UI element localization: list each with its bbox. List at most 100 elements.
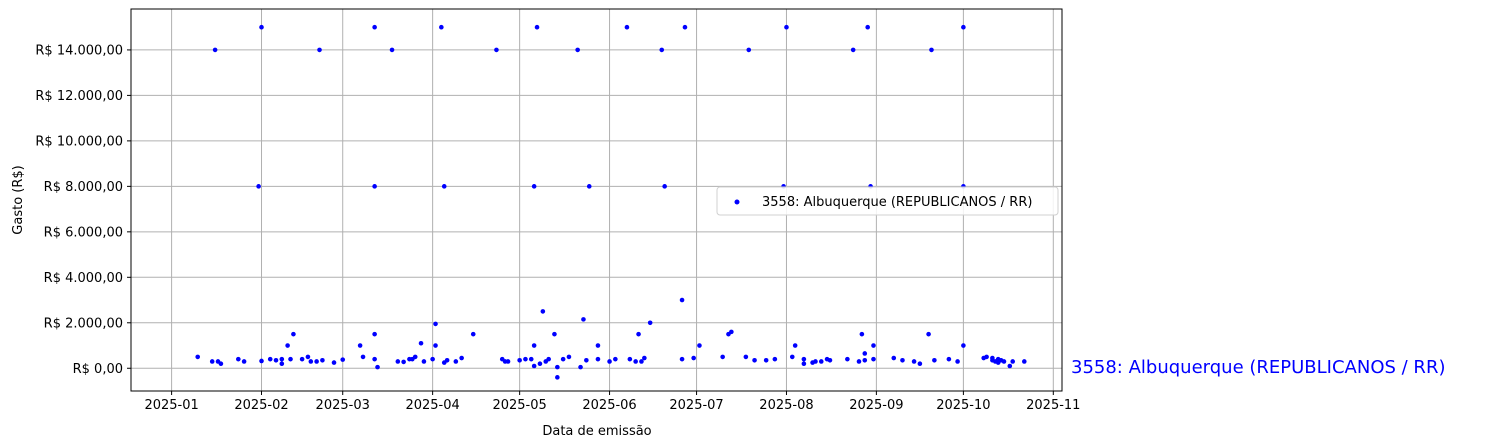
plot-frame [130, 8, 1063, 392]
data-point [241, 359, 247, 364]
y-axis-ticks: R$ 0,00 R$ 2.000,00 R$ 4.000,00 R$ 6.000,00… [35, 43, 131, 377]
data-points [195, 24, 1027, 380]
data-point [682, 24, 688, 30]
data-point [285, 343, 290, 348]
data-point [534, 24, 540, 30]
data-point [801, 356, 807, 362]
data-point [691, 355, 696, 361]
data-point [865, 24, 870, 30]
data-point [421, 359, 427, 364]
y-tick-label: R$ 12.000,00 [35, 89, 123, 104]
data-point [1001, 359, 1007, 364]
data-point [537, 361, 543, 367]
y-tick-label: R$ 4.000,00 [44, 271, 123, 286]
data-point [642, 355, 647, 361]
data-point [636, 331, 641, 337]
data-point [531, 363, 537, 369]
data-point [763, 358, 769, 363]
x-tick-label: 2025-02 [234, 398, 288, 413]
legend-entry-label: 3558: Albuquerque (REPUBLICANOS / RR) [762, 195, 1032, 210]
data-point [743, 354, 749, 360]
data-point [595, 343, 601, 348]
data-point [531, 184, 537, 189]
data-point [430, 356, 435, 362]
data-point [505, 359, 511, 364]
data-point [305, 354, 311, 360]
data-point [595, 356, 601, 362]
legend-box [716, 186, 1059, 216]
data-point [401, 359, 406, 365]
data-point [647, 320, 653, 326]
data-point [639, 359, 644, 364]
data-point [871, 356, 876, 362]
y-axis-label: Gasto (R$) [11, 165, 26, 234]
data-point [314, 359, 319, 364]
data-point [926, 331, 931, 337]
y-tick-label: R$ 0,00 [73, 362, 123, 377]
data-point [1021, 359, 1027, 364]
data-point [459, 355, 464, 361]
legend-marker [734, 199, 740, 205]
data-point [624, 24, 630, 30]
data-point [273, 358, 279, 363]
data-point [494, 47, 499, 53]
data-point [613, 356, 618, 362]
data-point [412, 354, 418, 360]
data-point [360, 354, 366, 360]
data-point [439, 24, 444, 30]
data-point [372, 356, 377, 362]
data-point [859, 331, 865, 337]
data-point [801, 361, 807, 367]
x-tick-label: 2025-03 [316, 398, 370, 413]
data-point [259, 358, 264, 364]
legend: 3558: Albuquerque (REPUBLICANOS / RR) [716, 186, 1059, 216]
data-point [662, 184, 667, 189]
data-point [453, 359, 459, 364]
data-point [418, 340, 424, 346]
data-point [444, 358, 450, 363]
data-point [267, 356, 273, 362]
data-point [441, 184, 447, 189]
data-point [729, 329, 734, 335]
data-point [961, 343, 966, 348]
data-point [389, 47, 395, 53]
data-point [746, 47, 752, 53]
data-point [372, 331, 377, 337]
data-point [291, 331, 296, 337]
data-point [850, 47, 856, 53]
data-point [357, 343, 363, 348]
data-point [375, 364, 380, 370]
data-point [720, 354, 725, 360]
data-point [1007, 363, 1013, 369]
x-tick-label: 2025-10 [936, 398, 990, 413]
x-tick-label: 2025-07 [669, 398, 723, 413]
data-point [752, 358, 757, 363]
data-point [259, 24, 264, 30]
data-point [581, 317, 586, 322]
data-point [891, 355, 897, 361]
data-point [523, 356, 528, 362]
data-point [784, 24, 789, 30]
x-tick-label: 2025-04 [405, 398, 459, 413]
data-point [372, 184, 377, 189]
x-tick-label: 2025-11 [1026, 398, 1080, 413]
data-point [552, 331, 557, 337]
data-point [236, 356, 241, 362]
data-point [932, 358, 937, 363]
data-point [560, 356, 566, 362]
data-point [789, 354, 795, 360]
data-point [317, 47, 322, 53]
x-tick-label: 2025-01 [144, 398, 198, 413]
data-point [578, 364, 583, 370]
data-point [827, 358, 833, 363]
data-point [395, 359, 401, 364]
data-point [856, 359, 862, 364]
data-point [845, 356, 850, 362]
data-point [984, 354, 989, 360]
data-point [320, 358, 325, 363]
y-tick-label: R$ 2.000,00 [44, 316, 123, 331]
data-point [659, 47, 665, 53]
data-point [917, 361, 923, 367]
data-point [555, 375, 560, 380]
data-point [871, 343, 876, 348]
